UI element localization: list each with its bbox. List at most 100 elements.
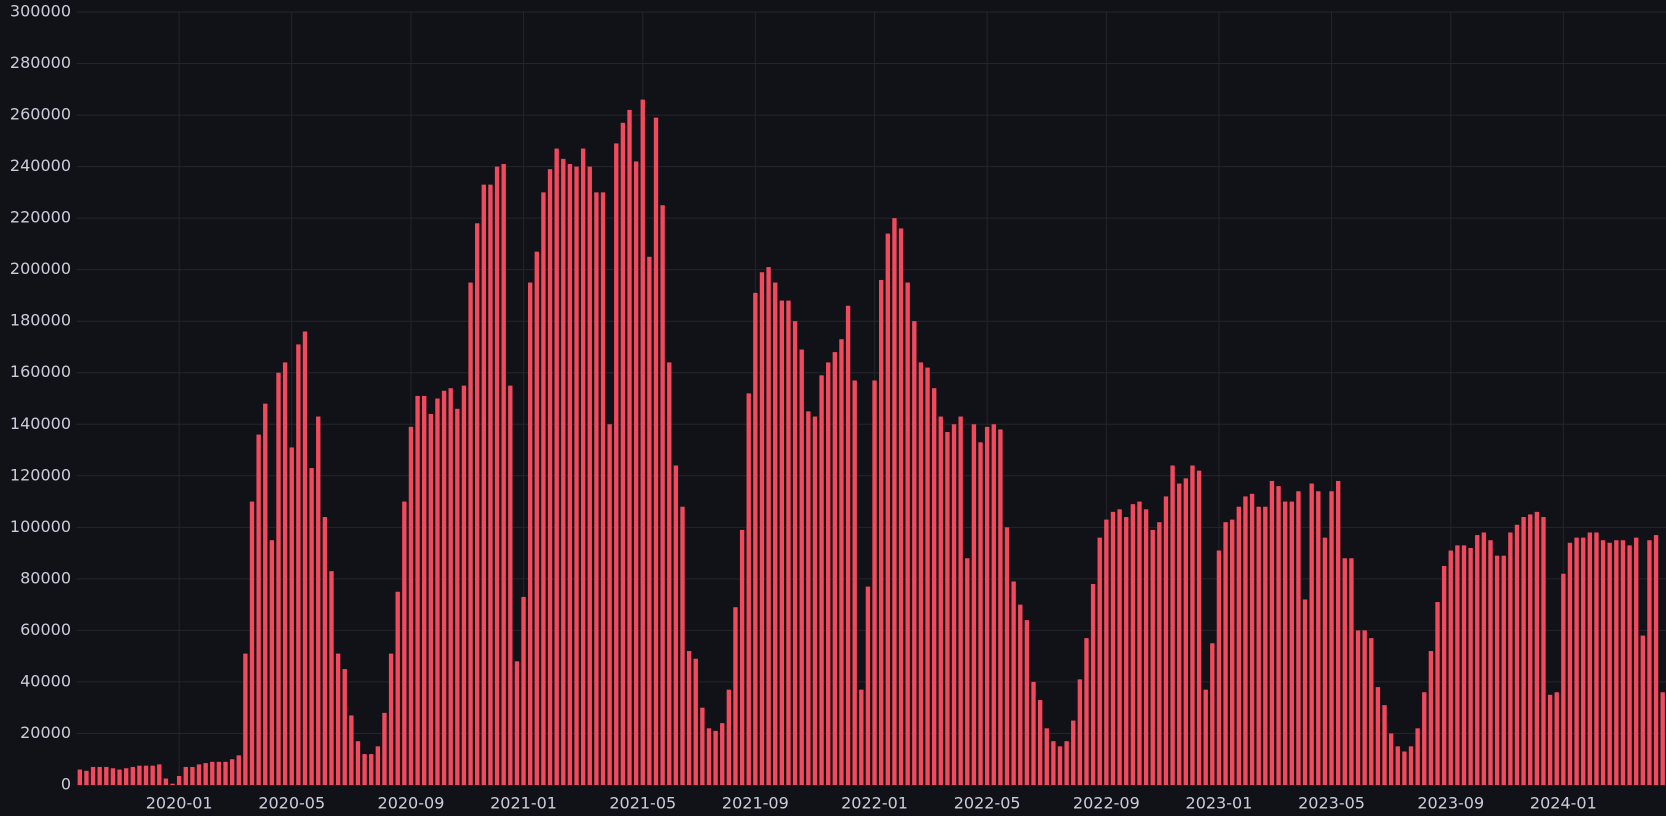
bar xyxy=(355,741,361,785)
bar xyxy=(1514,524,1520,785)
bar xyxy=(1163,496,1169,785)
bar xyxy=(607,424,612,785)
bar xyxy=(488,184,493,786)
bar xyxy=(653,117,659,786)
bar xyxy=(157,764,162,785)
bar xyxy=(1475,535,1480,785)
bar xyxy=(945,431,950,785)
bar xyxy=(753,292,758,785)
bar xyxy=(1177,483,1182,785)
bar xyxy=(739,529,745,785)
bar xyxy=(978,442,983,785)
bar xyxy=(1157,522,1162,785)
y-tick-label: 280000 xyxy=(10,53,71,72)
bar xyxy=(1263,506,1268,785)
bar xyxy=(1441,565,1447,785)
x-tick-label: 2023-01 xyxy=(1186,794,1253,813)
x-tick-label: 2022-05 xyxy=(954,794,1021,813)
bar xyxy=(627,109,632,785)
bar xyxy=(839,339,844,785)
bar xyxy=(726,689,732,785)
bar xyxy=(1362,630,1367,785)
bar xyxy=(1369,638,1374,785)
bar xyxy=(786,300,791,785)
bar xyxy=(633,161,639,786)
bar xyxy=(1249,493,1255,785)
bar xyxy=(1044,728,1049,785)
bar xyxy=(547,169,553,786)
bar xyxy=(1640,635,1646,785)
bar xyxy=(1090,584,1096,785)
bar xyxy=(1289,501,1294,785)
bar xyxy=(852,380,857,785)
bar xyxy=(104,766,109,785)
x-tick-label: 2023-05 xyxy=(1298,794,1365,813)
bar xyxy=(1508,532,1513,785)
bar xyxy=(1203,689,1208,785)
bar xyxy=(163,778,169,785)
bar xyxy=(1031,681,1036,785)
bar xyxy=(461,385,467,785)
y-tick-label: 20000 xyxy=(20,723,71,742)
bar xyxy=(229,759,235,785)
bar xyxy=(256,434,261,785)
bar xyxy=(773,282,778,785)
bar xyxy=(422,395,427,785)
bar xyxy=(481,184,486,786)
bar xyxy=(1256,506,1261,785)
bar xyxy=(998,429,1003,785)
bar xyxy=(1210,643,1215,785)
bar xyxy=(799,349,804,785)
bar xyxy=(1342,558,1347,785)
bar xyxy=(1071,720,1076,785)
bar xyxy=(1488,540,1493,785)
bar xyxy=(1455,545,1460,785)
bar xyxy=(1230,519,1235,785)
bar xyxy=(614,143,619,785)
bar xyxy=(1117,509,1122,785)
bar xyxy=(1461,545,1467,785)
bar xyxy=(958,416,963,785)
bar xyxy=(1223,522,1228,785)
bar xyxy=(210,761,215,785)
bar xyxy=(263,403,268,785)
bar xyxy=(1170,465,1175,785)
bar xyxy=(282,362,288,785)
bar xyxy=(1269,480,1275,785)
bar xyxy=(269,540,275,785)
bar xyxy=(77,769,82,785)
bar xyxy=(1607,542,1612,785)
bar xyxy=(501,164,506,786)
bar xyxy=(1024,620,1030,785)
bar xyxy=(455,408,460,785)
bar xyxy=(362,754,367,785)
bar xyxy=(1143,509,1149,785)
bar xyxy=(296,344,301,785)
bar xyxy=(667,362,672,785)
bar xyxy=(1124,517,1129,785)
bar xyxy=(594,192,599,785)
bar xyxy=(415,395,420,785)
y-tick-label: 60000 xyxy=(20,620,71,639)
bar xyxy=(527,282,533,785)
bar xyxy=(693,658,698,785)
bar xyxy=(1110,511,1116,785)
y-tick-label: 160000 xyxy=(10,362,71,381)
bar xyxy=(369,754,374,785)
bar xyxy=(991,424,996,785)
bar xyxy=(885,233,890,786)
bar xyxy=(428,413,434,785)
bar xyxy=(521,596,526,785)
bar xyxy=(700,707,705,785)
bar xyxy=(448,388,453,785)
bar xyxy=(845,305,851,785)
bar xyxy=(1415,728,1420,785)
bar xyxy=(1534,511,1540,785)
bar xyxy=(1448,550,1453,785)
bar xyxy=(1097,537,1102,785)
bar xyxy=(567,164,573,786)
bar xyxy=(514,661,520,785)
bar xyxy=(925,367,930,785)
bar xyxy=(435,398,440,785)
bar xyxy=(1501,555,1506,785)
